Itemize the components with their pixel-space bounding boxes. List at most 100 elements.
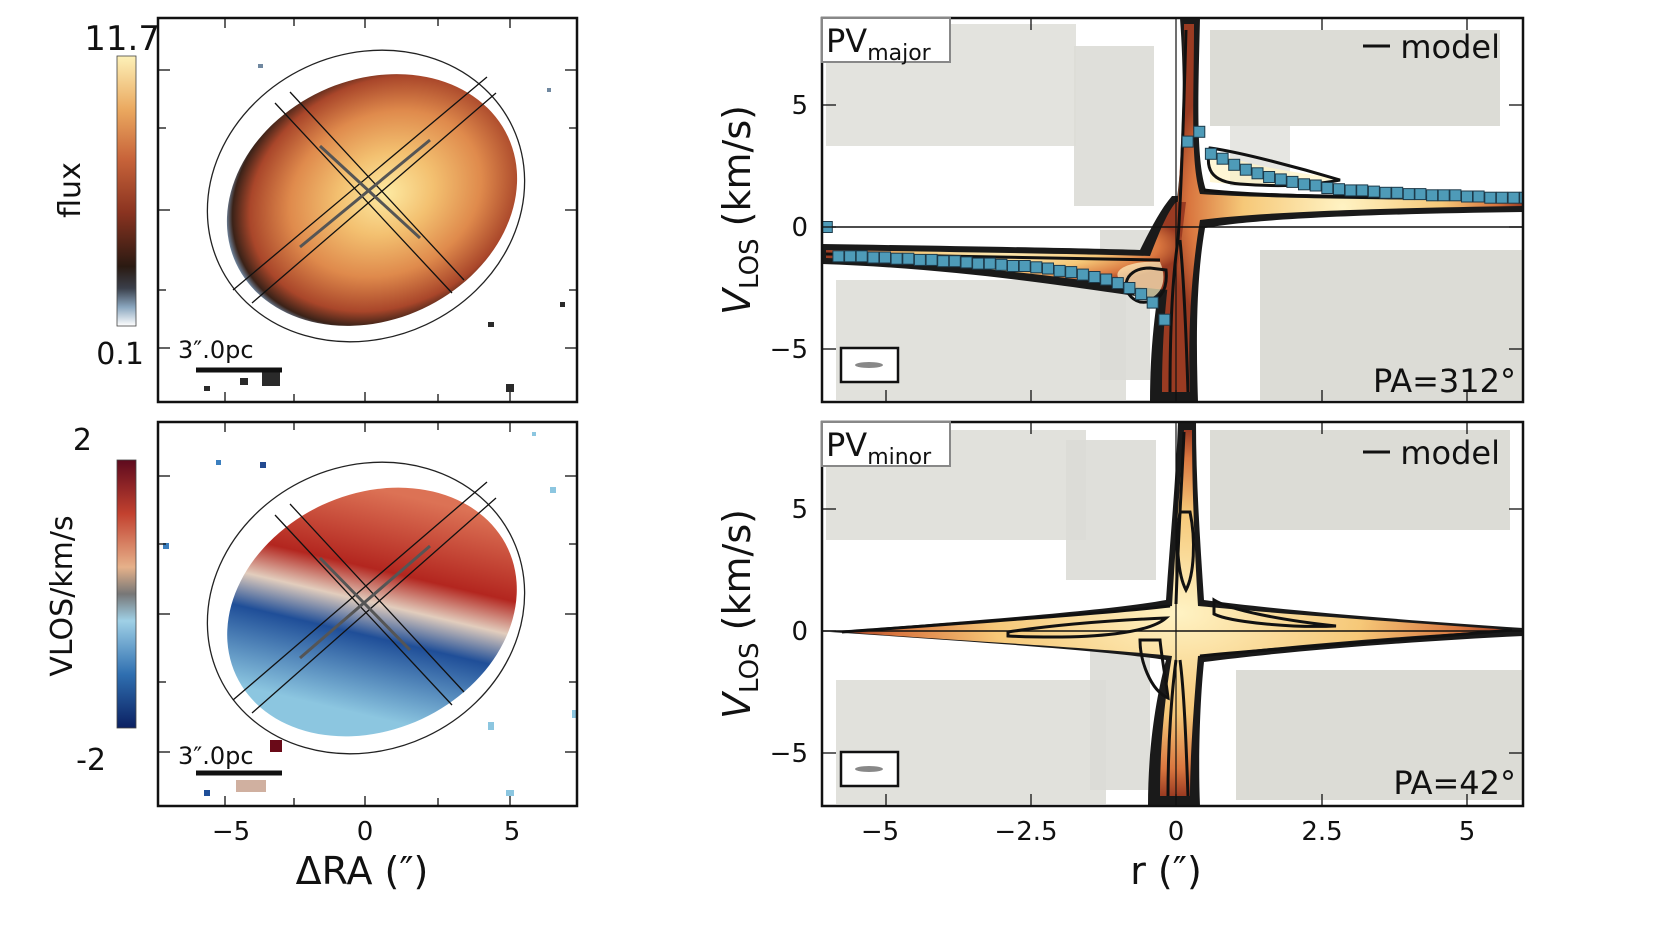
flux-colorbar xyxy=(116,55,137,327)
pv-data-point xyxy=(1379,186,1392,199)
pv-data-point xyxy=(983,257,996,270)
pv-data-point xyxy=(867,251,880,264)
pv-data-point xyxy=(1007,260,1019,272)
pv-data-point xyxy=(844,250,857,263)
x-tick-label: −2.5 xyxy=(994,817,1057,847)
pv-data-point xyxy=(948,255,961,268)
pv-data-point xyxy=(1495,191,1508,204)
beam-box xyxy=(839,346,900,384)
pv-data-point xyxy=(1123,282,1136,294)
y-tick-label: 0 xyxy=(791,617,808,647)
pv-data-point xyxy=(1076,268,1089,281)
y-tick-label: 0 xyxy=(791,213,808,243)
svg-text:PVminor: PVminor xyxy=(826,426,932,470)
pv-data-point xyxy=(1484,191,1497,204)
pv-major-panel: PVmajor model PA=312° 5 0 −5 VLOS (km/s) xyxy=(715,16,1525,404)
y-label-main: V xyxy=(715,690,759,719)
y-label-unit: (km/s) xyxy=(715,105,759,226)
svg-text:PVmajor: PVmajor xyxy=(826,22,932,66)
pv-data-point xyxy=(1204,147,1217,160)
pv-data-point xyxy=(1088,271,1101,283)
x-axis-label: r (″) xyxy=(1130,849,1202,893)
pv-data-point xyxy=(1461,190,1473,203)
x-tick-label: −5 xyxy=(861,817,899,847)
pv-data-point xyxy=(1426,189,1439,202)
pv-data-point xyxy=(925,253,938,266)
ticks xyxy=(158,422,577,806)
flux-scalebar-label: 3″.0pc xyxy=(178,336,254,364)
y-label-sub: LOS xyxy=(735,642,765,693)
ticks xyxy=(158,18,577,402)
x-tick-label: 0 xyxy=(357,817,374,847)
pv-data-point xyxy=(1158,313,1171,326)
pv-data-point xyxy=(1356,184,1369,197)
velocity-colorbar-max-label: 2 xyxy=(73,423,92,458)
velocity-colorbar xyxy=(116,459,137,729)
y-tick-label: −5 xyxy=(770,335,808,365)
pv-data-point xyxy=(1472,190,1485,203)
pv-data-point xyxy=(1100,273,1113,286)
panel-tag: PVminor xyxy=(821,421,951,470)
tag-sub: minor xyxy=(867,445,932,470)
pv-data-point xyxy=(1449,189,1462,202)
y-label-main: V xyxy=(715,286,759,315)
tag-main: PV xyxy=(826,426,867,464)
noise-blobs xyxy=(204,64,565,392)
x-tick-label: 5 xyxy=(1459,817,1476,847)
pv-data-point xyxy=(1146,296,1159,309)
aperture-ellipse xyxy=(206,461,526,755)
background-noise xyxy=(826,24,1522,400)
pv-data-point xyxy=(1111,277,1124,290)
pv-data-point xyxy=(913,253,926,266)
pv-data-point xyxy=(1274,173,1287,186)
pa-label: PA=312° xyxy=(1373,362,1516,400)
velocity-colorbar-min-label: -2 xyxy=(76,743,106,778)
pv-data-point xyxy=(1053,264,1066,277)
pv-data-point xyxy=(1216,152,1229,165)
flux-colorbar-min-label: 0.1 xyxy=(96,337,144,372)
pv-data-point xyxy=(1239,163,1252,176)
pv-data-point xyxy=(1030,261,1043,274)
pv-data-point xyxy=(1519,191,1523,204)
pv-data-point xyxy=(995,258,1008,271)
pv-data-point xyxy=(1018,260,1031,272)
pv-data-point xyxy=(1298,178,1310,191)
pv-data-point xyxy=(937,255,950,268)
pv-markers xyxy=(822,125,1523,326)
tag-main: PV xyxy=(826,22,867,60)
flux-map-panel: 11.7 0.1 flux 3″.0pc xyxy=(53,16,579,404)
pv-data-point xyxy=(1402,188,1415,201)
pv-data-point xyxy=(1391,186,1404,199)
pv-data-point xyxy=(879,251,891,264)
pv-data-point xyxy=(1414,188,1427,201)
y-axis-label: VLOS (km/s) xyxy=(715,509,765,719)
y-axis-label: VLOS (km/s) xyxy=(715,105,765,315)
pv-minor-panel: PVminor model PA=42° 5 0 −5 VLOS (km/s) … xyxy=(715,420,1525,893)
x-axis-label: ΔRA (″) xyxy=(296,849,429,893)
frame xyxy=(820,16,1525,404)
pv-data-point xyxy=(1228,158,1241,171)
pv-data-point xyxy=(832,250,845,263)
ticks xyxy=(822,422,1523,806)
pv-data-point xyxy=(1507,191,1520,204)
pv-data-point xyxy=(1344,184,1357,197)
pv-data-point xyxy=(1286,175,1299,188)
flux-colorbar-max-label: 11.7 xyxy=(84,19,160,59)
pv-data-point xyxy=(855,250,868,263)
pv-data-point xyxy=(902,252,915,265)
y-tick-label: −5 xyxy=(770,739,808,769)
x-tick-label: 0 xyxy=(1168,817,1185,847)
panel-tag: PVmajor xyxy=(821,17,951,66)
pv-data-point xyxy=(1263,171,1276,183)
pv-data-point xyxy=(1251,167,1264,180)
aperture-ellipse xyxy=(206,49,526,343)
pv-data-point xyxy=(1193,125,1206,138)
slit-overlay xyxy=(232,76,497,304)
frame xyxy=(820,420,1525,808)
y-tick-label: 5 xyxy=(791,495,808,525)
pv-data-point xyxy=(1333,183,1345,196)
pa-label: PA=42° xyxy=(1393,764,1516,802)
velocity-scalebar-label: 3″.0pc xyxy=(178,742,254,770)
background-noise xyxy=(826,430,1522,804)
